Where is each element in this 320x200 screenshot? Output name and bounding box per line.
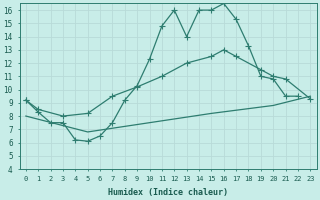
X-axis label: Humidex (Indice chaleur): Humidex (Indice chaleur): [108, 188, 228, 197]
